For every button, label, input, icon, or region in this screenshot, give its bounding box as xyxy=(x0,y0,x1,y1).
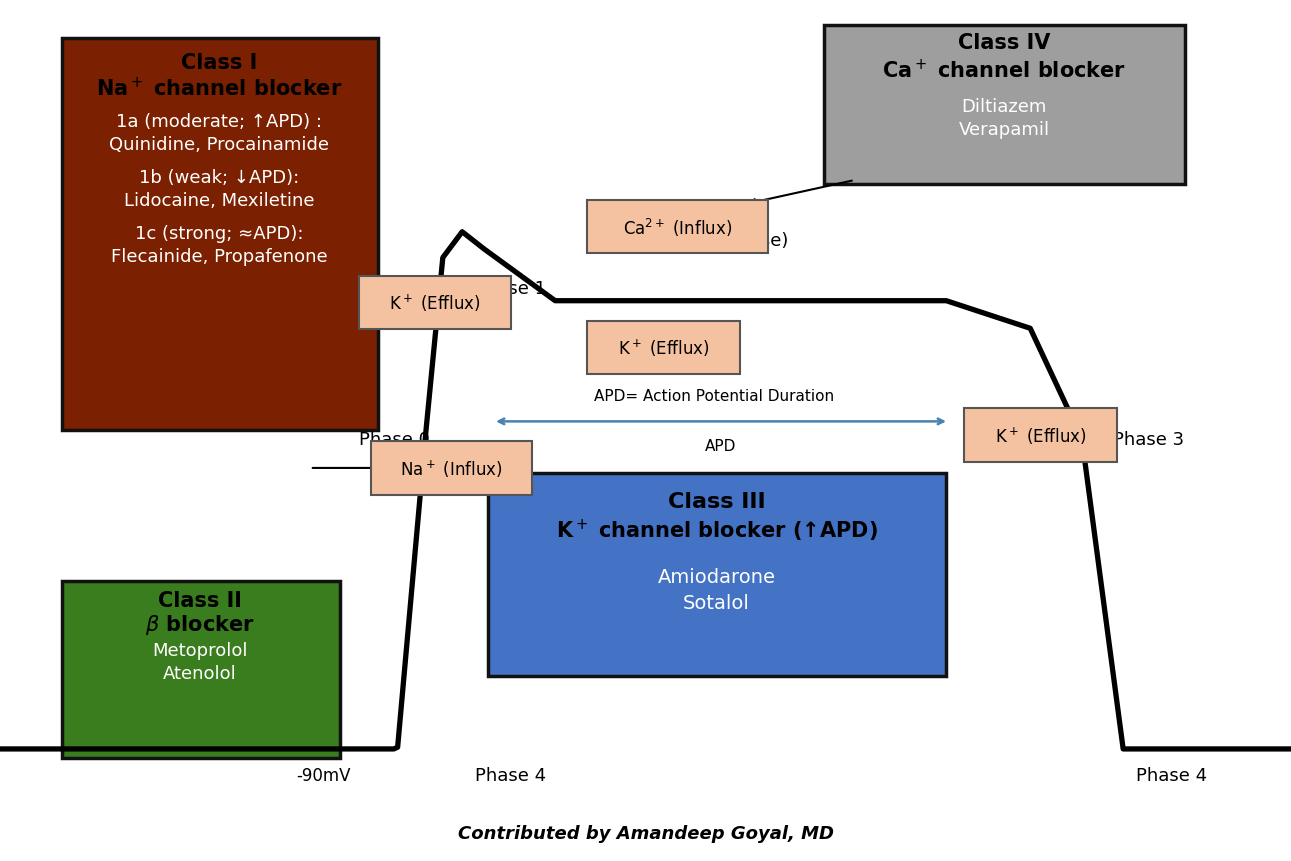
FancyBboxPatch shape xyxy=(824,26,1185,185)
Text: Phase 1: Phase 1 xyxy=(475,280,546,297)
Text: APD= Action Potential Duration: APD= Action Potential Duration xyxy=(594,388,834,404)
FancyBboxPatch shape xyxy=(62,39,378,430)
Text: 1a (moderate; ↑APD) :: 1a (moderate; ↑APD) : xyxy=(116,114,323,131)
Text: Contributed by Amandeep Goyal, MD: Contributed by Amandeep Goyal, MD xyxy=(457,825,834,842)
Text: Na$^+$ channel blocker: Na$^+$ channel blocker xyxy=(97,77,342,101)
Text: 1b (weak; ↓APD):: 1b (weak; ↓APD): xyxy=(139,170,300,187)
Text: Metoprolol: Metoprolol xyxy=(152,641,248,659)
Text: (Plateau Phase): (Plateau Phase) xyxy=(647,232,789,250)
Text: Atenolol: Atenolol xyxy=(163,665,238,682)
Text: Ca$^+$ channel blocker: Ca$^+$ channel blocker xyxy=(882,59,1127,83)
Text: Class IV: Class IV xyxy=(958,33,1051,53)
Text: Na$^+$ (Influx): Na$^+$ (Influx) xyxy=(400,458,502,479)
Text: Phase 3: Phase 3 xyxy=(1113,430,1184,448)
FancyBboxPatch shape xyxy=(587,201,768,254)
Text: Phase 4: Phase 4 xyxy=(475,766,546,784)
Text: Diltiazem: Diltiazem xyxy=(962,98,1047,115)
FancyBboxPatch shape xyxy=(359,276,511,330)
Text: K$^+$ (Efflux): K$^+$ (Efflux) xyxy=(617,338,710,358)
Text: K$^+$ (Efflux): K$^+$ (Efflux) xyxy=(389,293,482,313)
Text: Sotalol: Sotalol xyxy=(683,593,750,612)
Text: Phase 0: Phase 0 xyxy=(359,430,430,448)
FancyBboxPatch shape xyxy=(62,581,340,758)
Text: Flecainide, Propafenone: Flecainide, Propafenone xyxy=(111,248,328,265)
FancyBboxPatch shape xyxy=(964,409,1117,462)
Text: Class III: Class III xyxy=(667,491,766,511)
Text: Ca$^{2+}$ (Influx): Ca$^{2+}$ (Influx) xyxy=(624,216,732,238)
Text: Verapamil: Verapamil xyxy=(959,121,1050,139)
Text: -90mV: -90mV xyxy=(297,766,351,784)
FancyBboxPatch shape xyxy=(488,474,946,676)
Text: Quinidine, Procainamide: Quinidine, Procainamide xyxy=(110,136,329,153)
FancyBboxPatch shape xyxy=(587,321,740,375)
Text: Lidocaine, Mexiletine: Lidocaine, Mexiletine xyxy=(124,192,315,209)
Text: K$^+$ channel blocker (↑APD): K$^+$ channel blocker (↑APD) xyxy=(555,517,878,543)
FancyBboxPatch shape xyxy=(371,442,532,495)
Text: $\beta$ blocker: $\beta$ blocker xyxy=(146,612,254,636)
Text: Amiodarone: Amiodarone xyxy=(657,567,776,586)
Text: K$^+$ (Efflux): K$^+$ (Efflux) xyxy=(994,425,1087,446)
Text: APD: APD xyxy=(705,438,737,454)
Text: 1c (strong; ≈APD):: 1c (strong; ≈APD): xyxy=(136,226,303,243)
Text: Phase 2: Phase 2 xyxy=(682,211,754,228)
Text: Class II: Class II xyxy=(159,590,241,610)
Text: Class I: Class I xyxy=(181,53,258,73)
Text: Phase 4: Phase 4 xyxy=(1136,766,1207,784)
